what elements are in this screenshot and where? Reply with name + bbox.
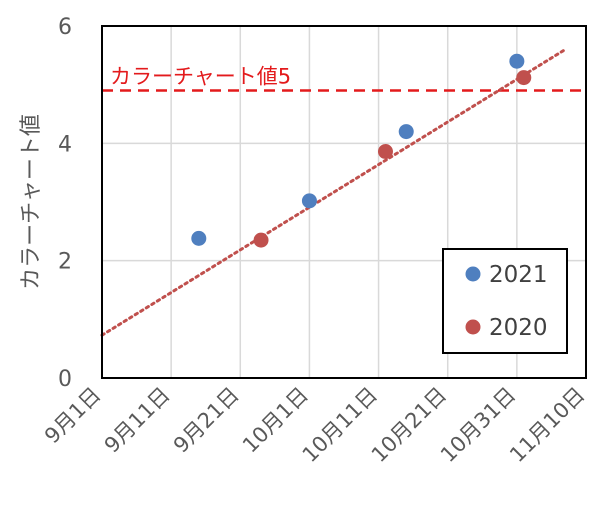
data-point-2021 [509, 53, 525, 69]
data-point-2021 [191, 230, 207, 246]
plot-area-border [101, 25, 587, 379]
x-tick-label: 9月11日 [100, 383, 175, 458]
legend-entry-2021: 2021 [489, 262, 548, 288]
data-point-2021 [398, 124, 414, 140]
x-tick-labels: 9月1日9月11日9月21日10月1日10月11日10月21日10月31日11月… [40, 383, 590, 467]
legend: 2021 2020 [442, 248, 568, 354]
legend-marker-2020 [465, 319, 481, 335]
y-tick-labels: 0 2 4 6 [58, 15, 72, 392]
reference-line-label: カラーチャート値5 [110, 65, 291, 89]
y-tick-label: 0 [58, 367, 72, 392]
legend-marker-2021 [465, 266, 481, 282]
legend-entry-2020: 2020 [489, 315, 548, 341]
legend-box [442, 248, 568, 354]
data-points [191, 53, 532, 248]
data-point-2020 [516, 70, 532, 86]
data-point-2021 [301, 193, 317, 209]
y-tick-label: 2 [58, 250, 72, 275]
x-tick-label: 9月1日 [40, 383, 106, 449]
y-axis-label: カラーチャート値 [19, 114, 44, 290]
y-tick-label: 6 [58, 15, 72, 40]
x-tick-label: 10月21日 [367, 383, 451, 467]
x-tick-label: 9月21日 [169, 383, 244, 458]
data-point-2020 [253, 232, 269, 248]
y-tick-label: 4 [58, 132, 72, 157]
x-tick-label: 10月11日 [298, 383, 382, 467]
data-point-2020 [377, 144, 393, 160]
x-tick-label: 10月31日 [436, 383, 520, 467]
trendline [100, 47, 567, 337]
x-tick-label: 11月10日 [505, 383, 589, 467]
